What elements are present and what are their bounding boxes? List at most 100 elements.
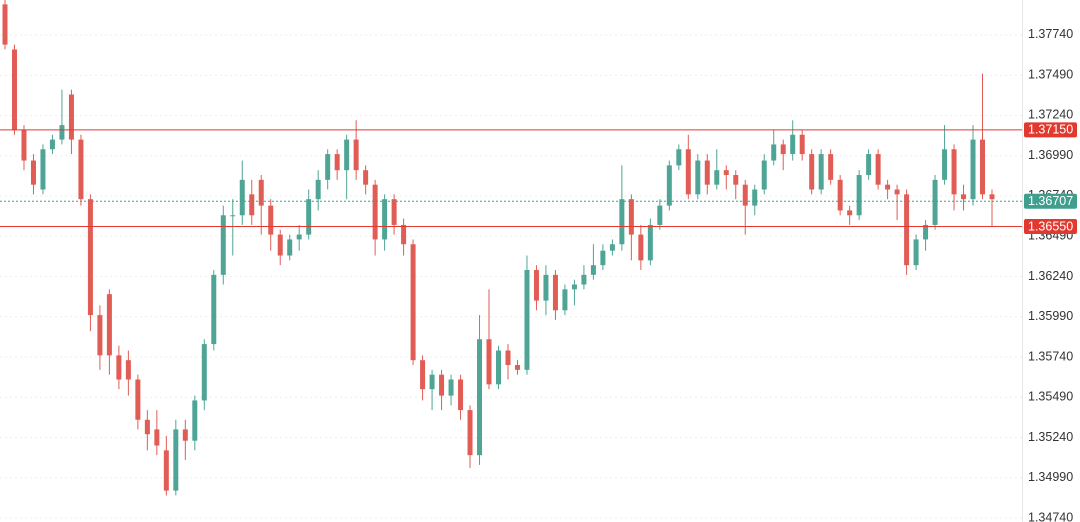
candle-body: [182, 429, 188, 441]
candle-body: [21, 129, 27, 161]
candle-body: [600, 250, 606, 266]
candle-body: [2, 4, 8, 45]
candle-body: [676, 149, 682, 166]
price-label-box: [1024, 219, 1077, 235]
candle-body: [439, 374, 445, 396]
candle-body: [277, 234, 283, 256]
candle-body: [837, 179, 843, 211]
candle-body: [980, 139, 986, 195]
y-tick-label: 1.37740: [1028, 27, 1073, 41]
candle-body: [106, 294, 112, 356]
candle-body: [685, 149, 691, 195]
candle-body: [704, 160, 710, 185]
candle-body: [154, 429, 160, 446]
candle-body: [552, 274, 558, 311]
candle-body: [885, 184, 891, 190]
candle-body: [344, 139, 350, 171]
candle-body: [325, 154, 331, 180]
y-tick-label: 1.36990: [1028, 148, 1073, 162]
candle-body: [116, 355, 122, 380]
candle-body: [201, 344, 207, 401]
candle-body: [135, 379, 141, 420]
candle-body: [230, 215, 236, 217]
candle-body: [970, 139, 976, 200]
candle-body: [448, 379, 454, 396]
candle-body: [268, 205, 274, 235]
candle-body: [809, 154, 815, 190]
candle-body: [714, 170, 720, 185]
candle-body: [78, 139, 84, 200]
y-tick-label: 1.34740: [1028, 510, 1073, 522]
candle-body: [856, 175, 862, 216]
candle-body: [666, 165, 672, 206]
candle-body: [11, 49, 17, 130]
y-tick-label: 1.37490: [1028, 67, 1073, 81]
y-tick-label: 1.35240: [1028, 430, 1073, 444]
candle-body: [799, 134, 805, 155]
y-tick-label: 1.35490: [1028, 390, 1073, 404]
candle-body: [989, 194, 995, 200]
candle-body: [496, 350, 501, 385]
candle-body: [647, 224, 653, 261]
candle-body: [923, 224, 929, 240]
candle-body: [125, 360, 131, 380]
candle-body: [391, 199, 397, 225]
candle-body: [562, 289, 568, 311]
candle-body: [30, 160, 36, 185]
candle-body: [543, 274, 549, 301]
candle-body: [40, 149, 46, 190]
candle-body: [220, 215, 226, 275]
candle-body: [590, 265, 596, 275]
candle-body: [942, 149, 948, 180]
candle-body: [239, 179, 245, 216]
price-label: 1.37150: [1028, 123, 1073, 137]
y-tick-label: 1.35740: [1028, 349, 1073, 363]
candle-body: [961, 194, 967, 200]
candle-body: [420, 360, 426, 390]
candle-body: [609, 244, 615, 251]
candle-body: [847, 210, 853, 216]
candle-body: [163, 450, 169, 491]
candle-body: [353, 139, 359, 171]
candle-body: [258, 179, 264, 206]
candle-body: [514, 365, 520, 370]
candle-body: [334, 154, 340, 171]
candle-body: [866, 154, 872, 176]
candle-body: [723, 170, 729, 176]
candle-body: [780, 144, 786, 155]
candle-body: [638, 234, 644, 261]
price-label-box: [1024, 122, 1077, 138]
candle-body: [144, 419, 150, 435]
y-tick-label: 1.36240: [1028, 269, 1073, 283]
candle-body: [192, 400, 198, 441]
candle-body: [742, 184, 748, 206]
price-label-box: [1024, 193, 1077, 209]
candle-body: [524, 270, 530, 370]
candle-body: [505, 350, 511, 366]
y-tick-label: 1.34990: [1028, 470, 1073, 484]
candle-body: [486, 339, 492, 385]
candle-body: [401, 224, 407, 245]
candle-body: [657, 205, 663, 225]
candle-body: [211, 274, 217, 345]
candle-body: [87, 199, 93, 316]
candle-body: [951, 149, 957, 195]
candle-body: [752, 189, 758, 206]
candle-body: [818, 154, 824, 190]
candle-body: [695, 160, 701, 195]
candle-body: [97, 315, 103, 356]
price-label: 1.36550: [1028, 219, 1073, 233]
candle-body: [771, 144, 777, 161]
candle-body: [477, 339, 483, 456]
candle-body: [828, 154, 834, 180]
y-tick-label: 1.35990: [1028, 309, 1073, 323]
candle-body: [533, 270, 539, 301]
price-label: 1.36707: [1028, 194, 1073, 208]
candle-body: [429, 374, 435, 390]
candle-body: [571, 284, 577, 290]
candle-body: [581, 274, 587, 285]
candle-body: [761, 160, 767, 190]
candle-body: [410, 244, 416, 361]
